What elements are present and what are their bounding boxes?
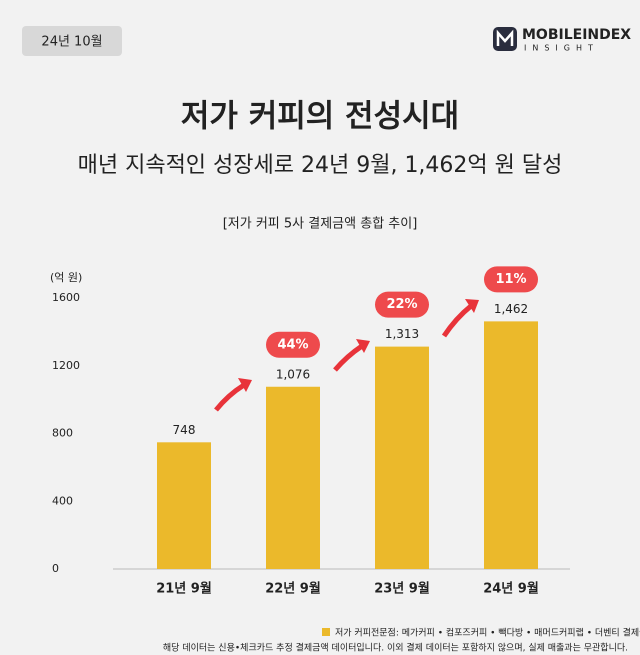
value-label: 1,462 <box>494 302 528 316</box>
y-tick-label: 400 <box>52 494 73 507</box>
x-tick-label: 22년 9월 <box>265 581 321 597</box>
arrows <box>214 304 473 412</box>
bar <box>484 321 538 569</box>
x-tick-label: 21년 9월 <box>156 581 212 597</box>
arrowheads <box>238 299 479 392</box>
value-label: 1,076 <box>276 367 310 381</box>
arrow <box>333 343 364 372</box>
growth-label: 44% <box>277 337 308 352</box>
x-tick-label: 24년 9월 <box>483 581 539 597</box>
logo-icon <box>493 27 517 51</box>
y-tick-label: 800 <box>52 427 73 440</box>
growth-label: 11% <box>495 272 526 287</box>
value-label: 1,313 <box>385 327 419 341</box>
bar <box>375 346 429 569</box>
badge-box <box>22 26 122 56</box>
subtitle: 매년 지속적인 성장세로 24년 9월, 1,462억 원 달성 <box>78 153 563 178</box>
growth-label: 22% <box>386 297 417 312</box>
bar <box>266 386 320 569</box>
x-tick-label: 23년 9월 <box>374 581 430 597</box>
growth-pill <box>266 331 320 358</box>
logo-sub: INSIGHT <box>524 44 599 53</box>
footnote: 해당 데이터는 신용•체크카드 추정 결제금액 데이터입니다. 이외 결제 데이… <box>163 642 628 654</box>
title: 저가 커피의 전성시대 <box>181 99 459 135</box>
y-tick-label: 1600 <box>52 291 80 304</box>
growth-pill <box>375 291 429 318</box>
arrowhead <box>465 299 479 313</box>
y-axis-label: (억 원) <box>50 271 82 284</box>
logo-icon-mark <box>496 29 514 46</box>
badge: 24년 10월 <box>41 35 102 50</box>
chart-title: [저가 커피 5사 결제금액 총합 추이] <box>223 217 418 232</box>
arrowhead <box>238 378 252 392</box>
arrow <box>441 304 473 338</box>
y-tick-label: 0 <box>52 562 59 575</box>
legend-label: 저가 커피전문점: 메가커피 • 컴포즈커피 • 빽다방 • 매머드커피랩 • … <box>335 627 640 639</box>
logo-name: MOBILEINDEX <box>522 27 631 43</box>
growth-pill <box>484 266 538 293</box>
y-tick-label: 1200 <box>52 359 80 372</box>
arrowhead <box>356 339 370 353</box>
legend-swatch <box>322 628 330 636</box>
value-label: 748 <box>173 423 196 437</box>
bar <box>157 442 211 569</box>
arrow <box>214 382 246 412</box>
